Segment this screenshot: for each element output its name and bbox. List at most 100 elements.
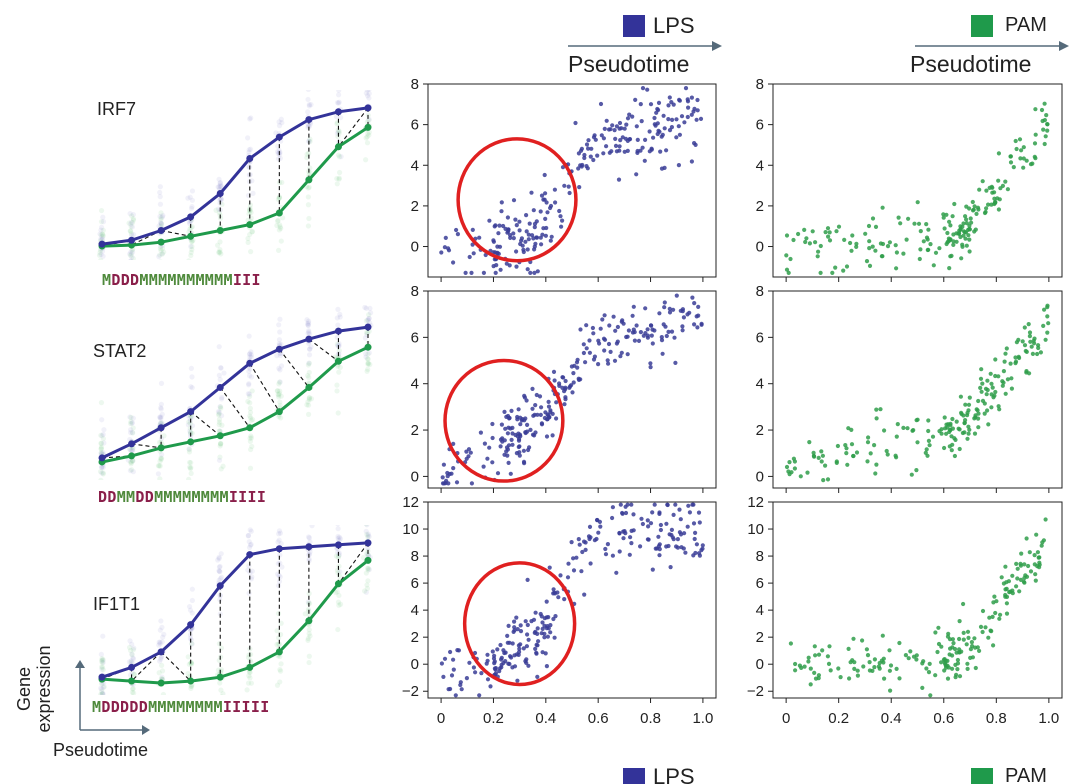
scatter-point: [571, 568, 577, 573]
plot-frame: [772, 290, 1063, 489]
trajectory-cloud-dot: [216, 344, 222, 350]
scatter-point: [1045, 330, 1050, 335]
scatter-point: [1033, 572, 1038, 577]
alignment-letter: M: [176, 698, 186, 716]
pam-trajectory-point: [364, 123, 372, 131]
scatter-point: [510, 442, 515, 447]
y-tick-label: 0: [411, 468, 419, 485]
plot-frame: [772, 83, 1063, 278]
scatter-point: [502, 438, 507, 443]
scatter-point: [834, 229, 839, 234]
scatter-point: [955, 657, 961, 663]
scatter-point: [617, 549, 622, 554]
scatter-point: [493, 666, 498, 671]
scatter-point: [843, 443, 848, 448]
scatter-point: [477, 693, 482, 698]
scatter-point: [514, 264, 519, 269]
scatter-point: [511, 198, 517, 203]
trajectory-cloud-dot: [157, 639, 163, 645]
trajectory-cloud-dot: [218, 396, 225, 402]
scatter-point: [792, 466, 797, 471]
scatter-point: [624, 334, 629, 340]
trajectory-cloud-dot: [216, 457, 223, 463]
x-tick-label: 0: [782, 710, 790, 727]
scatter-point: [524, 213, 529, 218]
trajectory-panel-irf7: [96, 90, 373, 260]
trajectory-cloud-dot: [246, 149, 252, 155]
scatter-point: [954, 650, 959, 655]
pam-trajectory-point: [246, 663, 254, 671]
scatter-point: [924, 666, 929, 671]
scatter-point: [632, 338, 637, 343]
scatter-point: [958, 394, 964, 399]
pam-trajectory-point: [128, 677, 136, 685]
trajectory-cloud-dot: [157, 189, 163, 196]
scatter-point: [616, 177, 622, 182]
trajectory-cloud-dot: [98, 257, 104, 260]
trajectory-cloud-dot: [157, 194, 163, 200]
scatter-point: [530, 386, 535, 391]
trajectory-cloud-dot: [336, 169, 343, 176]
alignment-letter: D: [144, 488, 155, 506]
scatter-point: [973, 413, 978, 418]
trajectory-cloud-dot: [278, 541, 284, 547]
scatter-point: [558, 214, 563, 219]
scatter-point: [685, 114, 690, 120]
scatter-point: [690, 502, 695, 507]
alignment-letter: M: [200, 488, 211, 506]
trajectory-cloud-dot: [276, 578, 283, 585]
scatter-point: [963, 402, 968, 407]
scatter-point: [926, 227, 931, 232]
trajectory-cloud-dot: [101, 440, 107, 446]
trajectory-cloud-dot: [217, 246, 223, 253]
scatter-point: [955, 667, 960, 672]
trajectory-cloud-dot: [100, 227, 106, 233]
trajectory-cloud-dot: [275, 388, 281, 394]
scatter-point: [991, 643, 996, 648]
scatter-point: [498, 267, 503, 272]
scatter-point: [807, 440, 812, 445]
trajectory-cloud-dot: [155, 471, 161, 477]
scatter-point: [662, 126, 667, 131]
trajectory-cloud-dot: [277, 316, 283, 322]
scatter-points: [784, 101, 1050, 275]
scatter-point: [534, 235, 539, 240]
scatter-point: [968, 655, 973, 661]
scatter-point: [927, 443, 932, 448]
lps-trajectory-point: [275, 545, 283, 553]
scatter-point: [696, 510, 702, 515]
scatter-point: [849, 442, 855, 447]
trajectory-cloud-dot: [127, 251, 133, 257]
trajectory-cloud-dot: [305, 402, 312, 408]
trajectory-cloud-dot: [306, 534, 312, 540]
scatter-point: [1028, 339, 1033, 344]
trajectory-cloud-dot: [127, 467, 134, 474]
trajectory-cloud-dot: [215, 184, 221, 190]
y-tick-label: 2: [411, 422, 419, 439]
trajectory-cloud-dot: [246, 669, 253, 675]
scatter-point: [577, 542, 582, 547]
trajectory-cloud-dot: [338, 114, 344, 121]
scatter-point: [1015, 576, 1020, 581]
scatter-point: [1045, 122, 1050, 127]
scatter-point: [600, 317, 605, 322]
scatter-point: [542, 635, 547, 640]
scatter-point: [471, 665, 476, 670]
trajectory-cloud-dot: [100, 471, 106, 477]
trajectory-cloud-dot: [129, 651, 135, 657]
scatter-point: [854, 450, 860, 455]
scatter-point: [810, 229, 815, 234]
scatter-point: [448, 649, 453, 655]
scatter-point: [469, 481, 474, 486]
scatter-point: [827, 238, 833, 243]
trajectory-cloud-dot: [160, 212, 166, 219]
alignment-link: [131, 443, 162, 449]
trajectory-cloud-dot: [158, 406, 164, 412]
scatter-point: [915, 200, 920, 205]
trajectory-cloud-dot: [98, 219, 105, 225]
scatter-point: [545, 634, 550, 639]
trajectory-cloud-dot: [216, 577, 222, 583]
y-tick-label: 0: [756, 656, 764, 673]
scatter-point: [548, 623, 553, 628]
scatter-point: [988, 371, 993, 376]
